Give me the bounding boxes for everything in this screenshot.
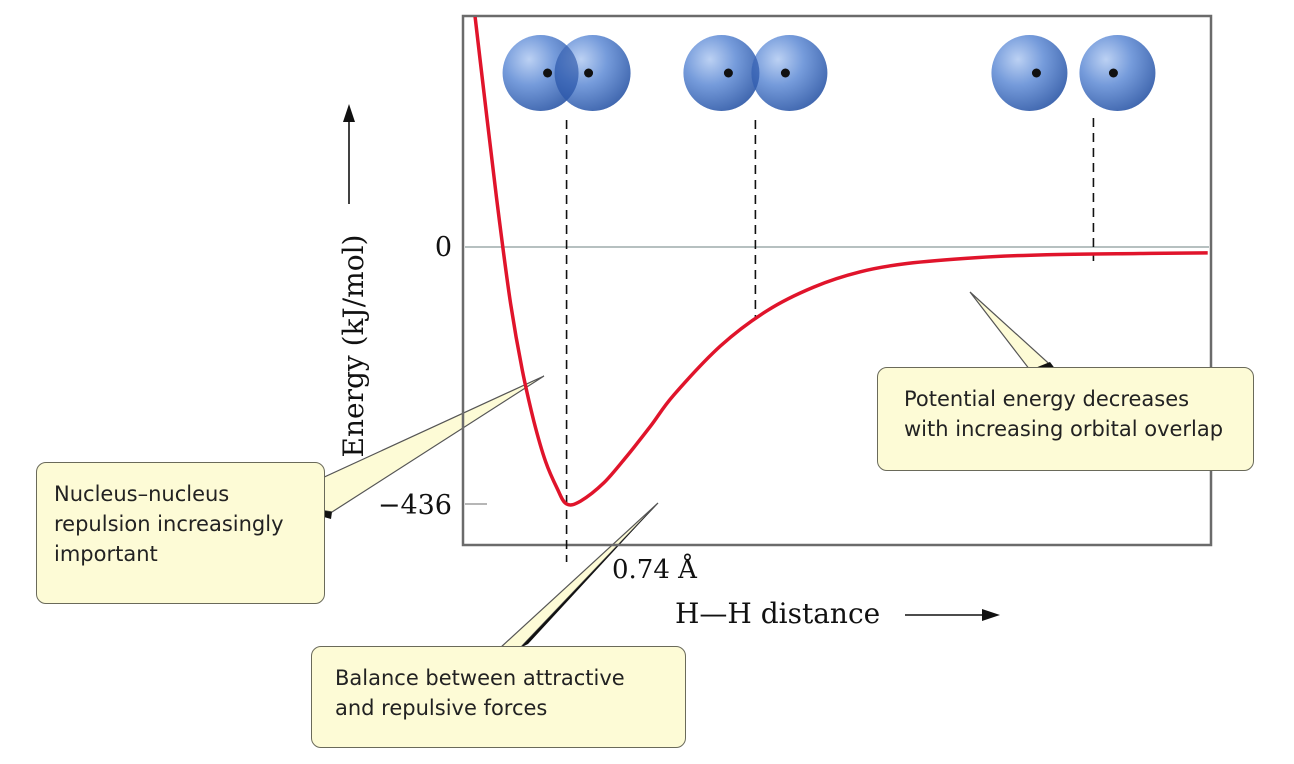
pointer-overlap — [969, 291, 1058, 371]
nucleus-dot — [723, 68, 733, 78]
nucleus-dot — [1108, 68, 1118, 78]
callout-overlap-line-1: Potential energy decreases — [904, 387, 1190, 411]
pointer-balance-shadow — [520, 503, 658, 648]
h2-molecule-2 — [683, 35, 828, 111]
nucleus-dot — [543, 68, 553, 78]
callout-balance: Balance between attractive and repulsive… — [311, 646, 686, 748]
callout-repulsion-line-1: Nucleus–nucleus — [54, 482, 230, 506]
callout-overlap: Potential energy decreases with increasi… — [877, 367, 1254, 471]
y-axis-label: Energy (kJ/mol) — [337, 235, 370, 458]
molecule-pictograms — [502, 35, 1156, 111]
orbital-overlap — [751, 56, 760, 90]
x-axis-arrow — [905, 609, 1000, 621]
energy-curve — [473, 17, 1208, 507]
x-axis-label: H—H distance — [675, 597, 880, 630]
callout-overlap-line-2: with increasing orbital overlap — [904, 417, 1224, 441]
callout-repulsion-line-2: repulsion increasingly — [54, 512, 284, 536]
h2-molecule-1 — [502, 35, 631, 111]
callout-pointers — [267, 291, 1058, 649]
nucleus-dot — [584, 68, 594, 78]
plot-frame — [461, 14, 1213, 547]
curve-layer — [473, 17, 1208, 507]
h2-molecule-3 — [991, 35, 1156, 111]
y-axis-arrow — [343, 104, 355, 204]
callout-repulsion: Nucleus–nucleus repulsion increasingly i… — [36, 462, 325, 604]
hydrogen-atom — [502, 35, 579, 111]
y-tick-label-min: −436 — [378, 490, 452, 521]
hydrogen-atom — [683, 35, 760, 111]
hydrogen-atom — [991, 35, 1068, 111]
nucleus-dot — [780, 68, 790, 78]
callout-balance-line-2: and repulsive forces — [335, 696, 548, 720]
callout-balance-line-1: Balance between attractive — [335, 666, 625, 690]
nucleus-dot — [1031, 68, 1041, 78]
reference-lines — [565, 118, 1095, 562]
x-tick-label: 0.74 Å — [612, 553, 698, 585]
callout-repulsion-line-3: important — [54, 542, 158, 566]
y-tick-label-zero: 0 — [435, 232, 452, 263]
orbital-overlap — [554, 45, 579, 101]
